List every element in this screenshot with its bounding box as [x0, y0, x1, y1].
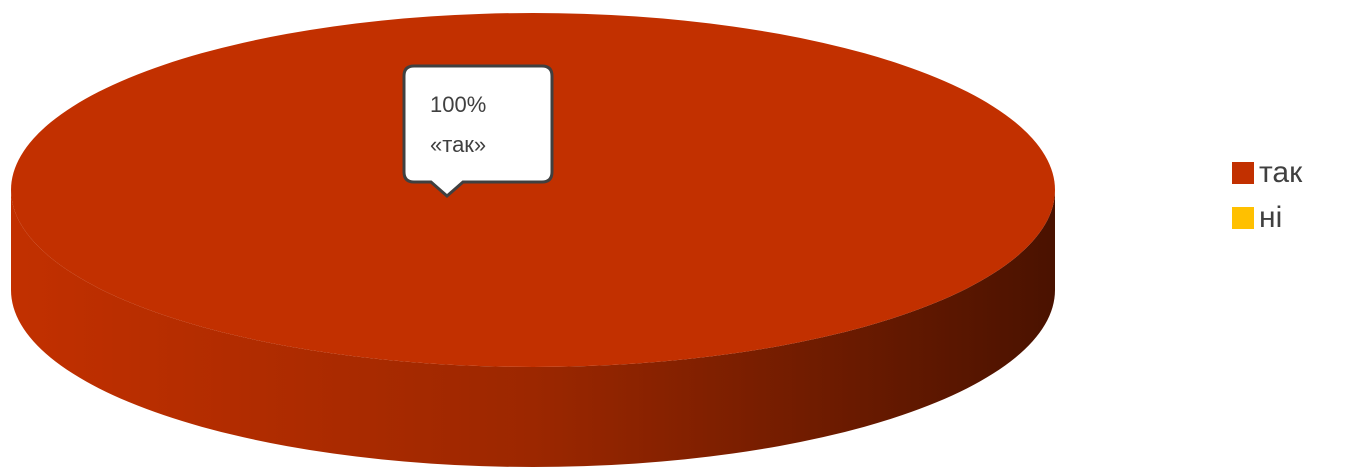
legend-swatch-tak	[1232, 161, 1254, 184]
pie-slice-tak	[11, 13, 1055, 367]
callout-bubble	[402, 64, 554, 198]
legend-item-tak: так	[1232, 150, 1302, 195]
legend-label-tak: так	[1259, 155, 1303, 189]
data-label-value: 100%	[430, 92, 486, 117]
data-label-callout: 100% «так»	[402, 64, 554, 198]
legend-item-ni: ні	[1232, 195, 1302, 240]
legend-label-ni: ні	[1259, 200, 1283, 234]
legend: так ні	[1232, 150, 1302, 240]
legend-swatch-ni	[1232, 206, 1254, 229]
data-label-category: «так»	[430, 132, 486, 157]
pie-slice-side-tak	[11, 190, 1055, 467]
